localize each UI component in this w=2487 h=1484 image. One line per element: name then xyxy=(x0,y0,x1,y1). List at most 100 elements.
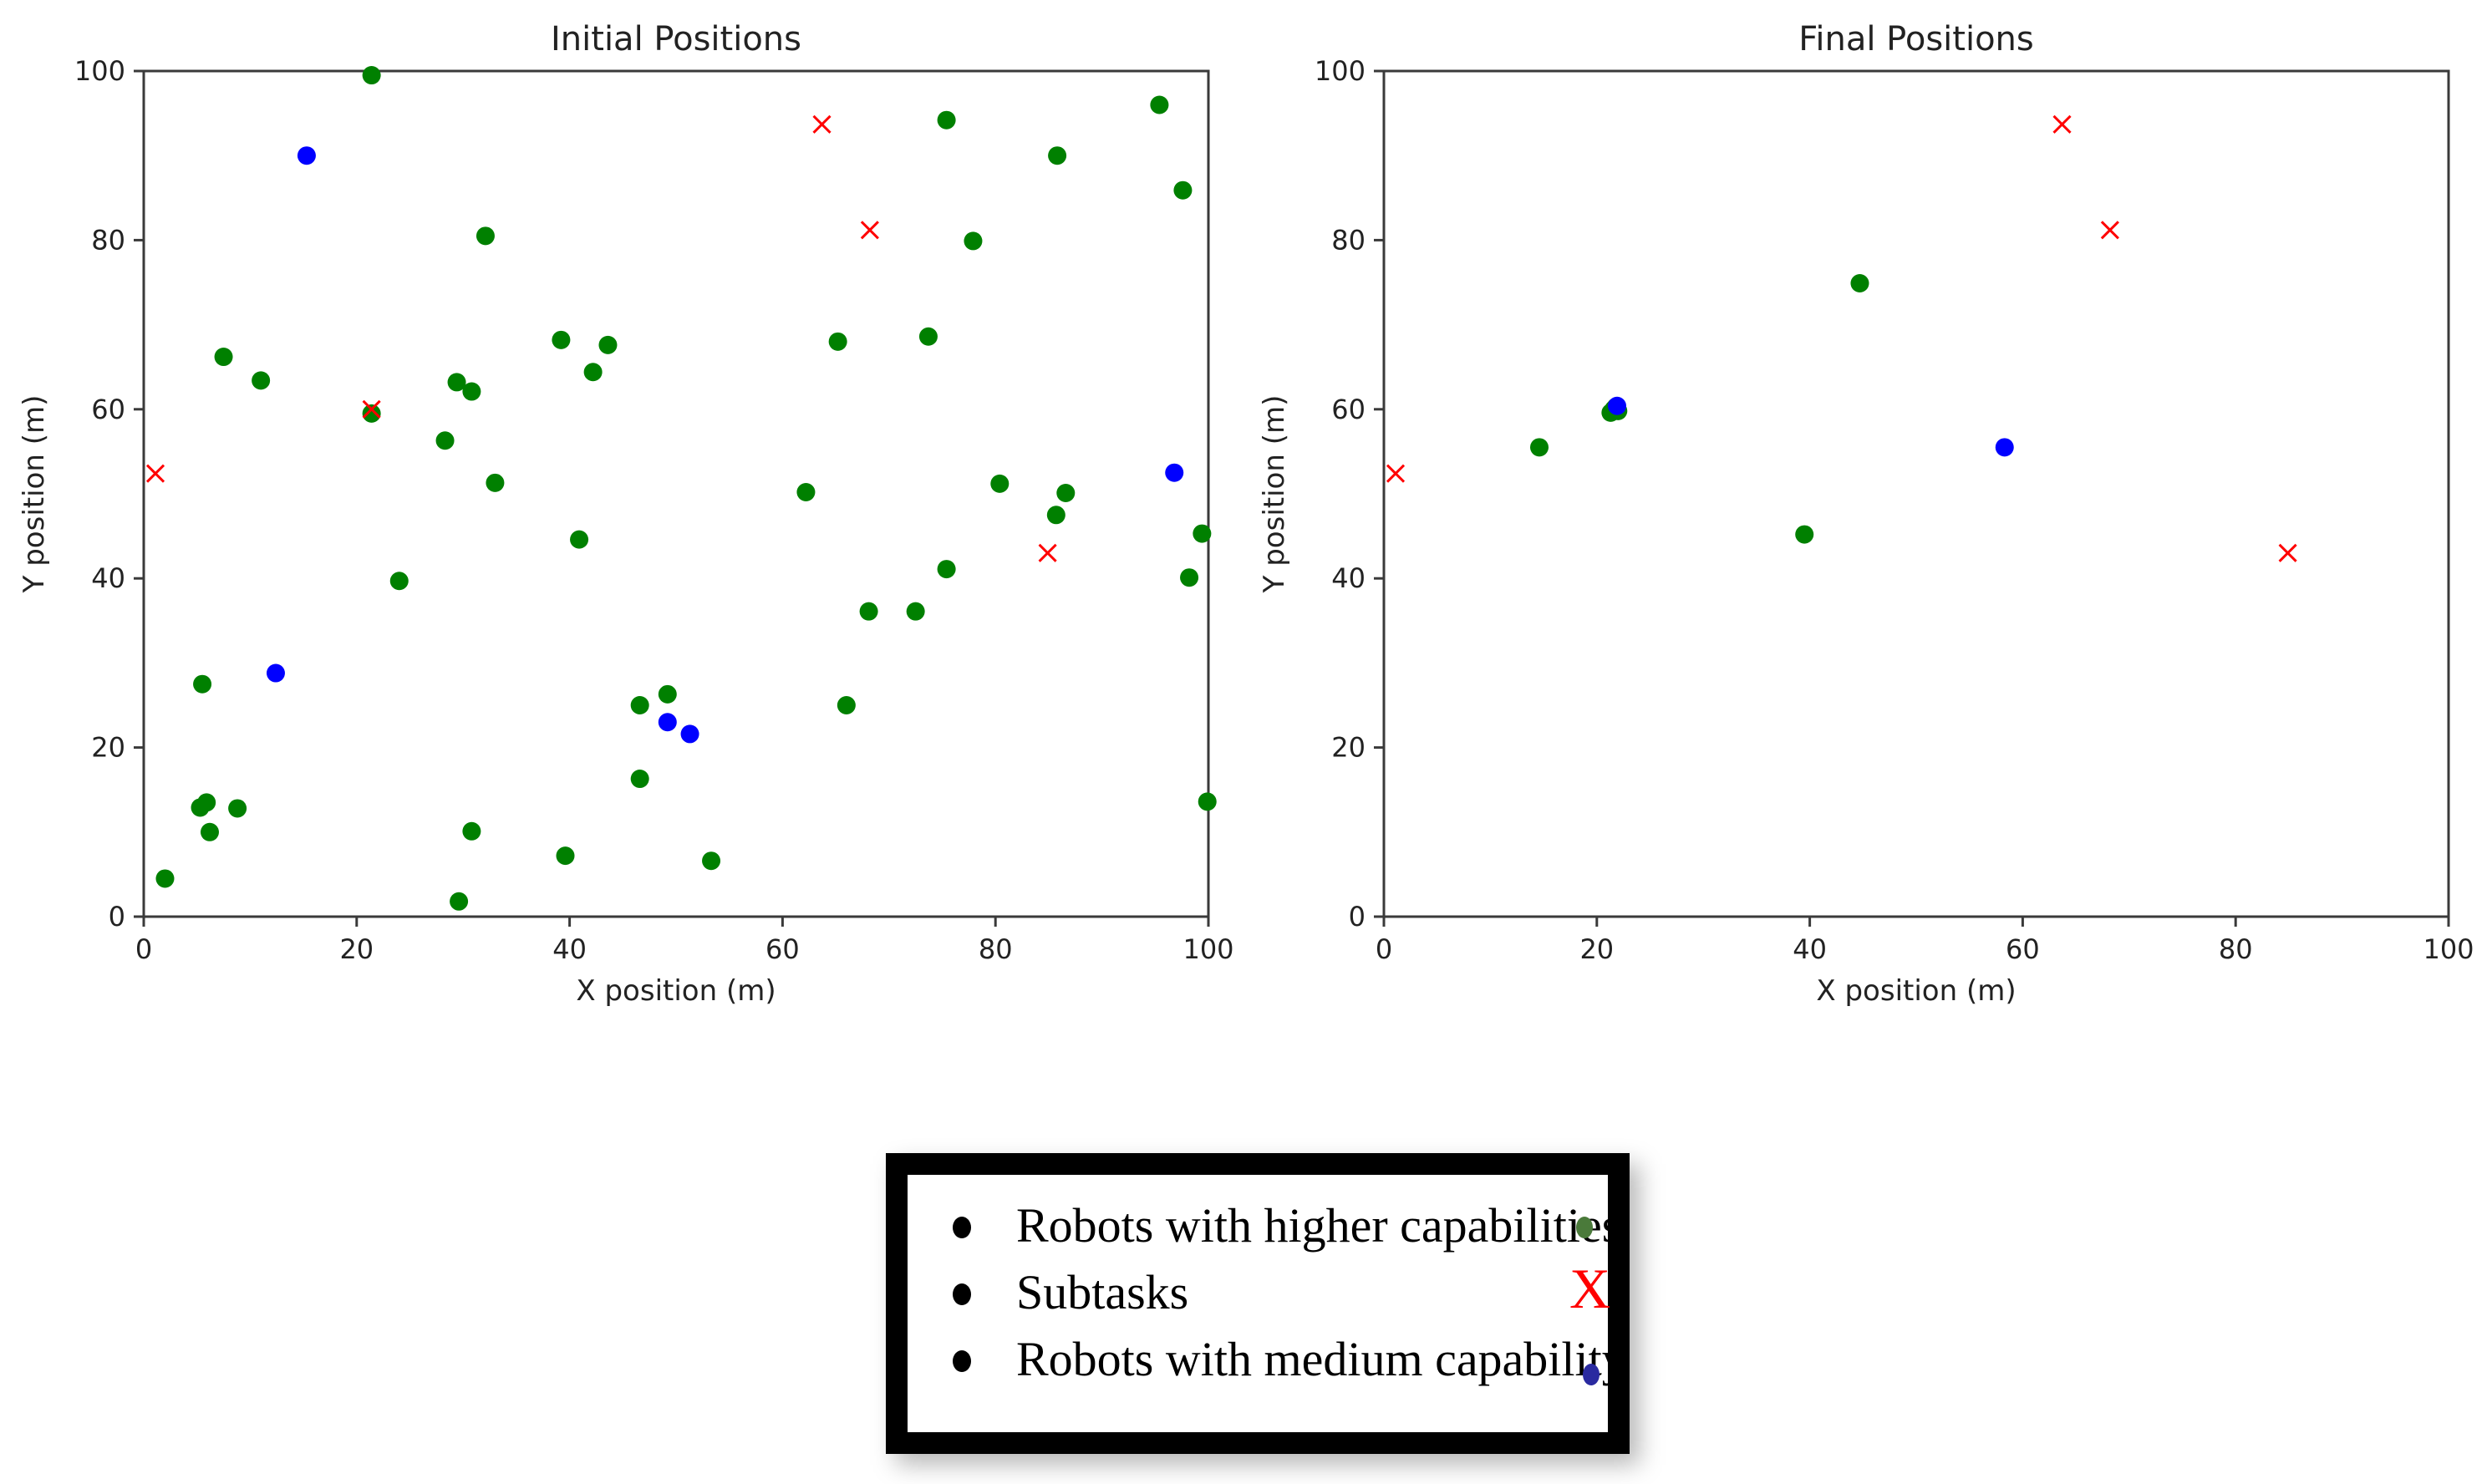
higher-capability-robot-point xyxy=(937,110,956,130)
x-tick-label: 40 xyxy=(552,933,587,965)
y-axis-label: Y position (m) xyxy=(1258,395,1291,594)
chart-title: Final Positions xyxy=(1798,20,2033,58)
higher-capability-robot-point xyxy=(362,404,381,423)
chart-title: Initial Positions xyxy=(551,20,801,58)
higher-capability-robot-point xyxy=(990,474,1010,493)
higher-capability-robot-point xyxy=(200,822,219,841)
legend-item-subtasks: Subtasks X xyxy=(908,1257,1610,1327)
higher-capability-robot-point xyxy=(1046,506,1065,525)
subtask-marker xyxy=(1038,543,1057,562)
medium-capability-robot-point xyxy=(297,146,316,165)
higher-capability-robot-point xyxy=(1198,792,1217,811)
higher-capability-robot-point xyxy=(462,821,481,841)
higher-capability-robot-point xyxy=(193,674,212,694)
higher-capability-robot-point xyxy=(552,330,571,349)
legend-item-higher-capability: Robots with higher capabilities xyxy=(908,1193,1620,1260)
higher-capability-robot-point xyxy=(1056,483,1076,502)
legend-green-dot-icon xyxy=(1576,1217,1593,1238)
y-axis-label: Y position (m) xyxy=(18,395,51,594)
x-tick-label: 60 xyxy=(765,933,800,965)
higher-capability-robot-point xyxy=(214,348,233,367)
higher-capability-robot-point xyxy=(252,371,271,390)
y-tick-label: 40 xyxy=(91,562,125,594)
legend-bullet-icon xyxy=(953,1283,971,1305)
medium-capability-robot-point xyxy=(658,713,677,732)
medium-capability-robot-point xyxy=(1165,463,1184,482)
higher-capability-robot-point xyxy=(362,66,381,85)
y-tick-label: 80 xyxy=(91,224,125,256)
y-tick-label: 40 xyxy=(1331,562,1366,594)
higher-capability-robot-point xyxy=(937,560,956,579)
y-tick-label: 100 xyxy=(74,55,125,87)
x-tick-label: 40 xyxy=(1793,933,1827,965)
x-tick-label: 0 xyxy=(1376,933,1392,965)
higher-capability-robot-point xyxy=(583,363,603,382)
higher-capability-robot-point xyxy=(658,684,677,704)
legend-bullet-icon xyxy=(953,1350,971,1372)
plot-area xyxy=(142,69,1210,918)
x-tick-label: 20 xyxy=(1579,933,1614,965)
x-tick-label: 20 xyxy=(339,933,374,965)
higher-capability-robot-point xyxy=(598,335,618,354)
x-axis-label: X position (m) xyxy=(576,974,776,1008)
y-tick-label: 60 xyxy=(1331,394,1366,425)
y-tick-label: 0 xyxy=(1349,901,1366,933)
higher-capability-robot-point xyxy=(486,473,505,492)
higher-capability-robot-point xyxy=(1180,568,1199,587)
higher-capability-robot-point xyxy=(435,431,455,450)
higher-capability-robot-point xyxy=(197,793,216,812)
y-tick-label: 60 xyxy=(91,394,125,425)
higher-capability-robot-point xyxy=(918,327,938,346)
higher-capability-robot-point xyxy=(228,799,247,818)
y-tick-label: 0 xyxy=(109,901,125,933)
legend-label-subtasks: Subtasks xyxy=(1016,1265,1189,1319)
legend-blue-dot-icon xyxy=(1583,1364,1600,1385)
subtask-marker xyxy=(145,464,165,483)
legend-bullet-icon xyxy=(953,1217,971,1238)
higher-capability-robot-point xyxy=(1530,438,1549,457)
higher-capability-robot-point xyxy=(556,846,575,866)
higher-capability-robot-point xyxy=(462,382,481,401)
higher-capability-robot-point xyxy=(1173,180,1193,200)
legend-item-medium-capability: Robots with medium capability xyxy=(908,1327,1626,1394)
x-tick-label: 80 xyxy=(979,933,1013,965)
x-tick-label: 100 xyxy=(2423,933,2474,965)
higher-capability-robot-point xyxy=(837,696,856,714)
x-tick-label: 60 xyxy=(2006,933,2040,965)
higher-capability-robot-point xyxy=(1850,274,1869,293)
higher-capability-robot-point xyxy=(906,602,925,621)
medium-capability-robot-point xyxy=(680,724,699,744)
higher-capability-robot-point xyxy=(447,373,466,392)
plot-area xyxy=(1382,69,2450,918)
initial-positions-chart: Initial Positions 0 20 40 60 80 100 0 20 40 60 80 10… xyxy=(18,20,1234,1008)
y-tick-label: 100 xyxy=(1315,55,1366,87)
legend-red-x-icon: X xyxy=(1569,1257,1611,1320)
higher-capability-robot-point xyxy=(1795,525,1814,544)
higher-capability-robot-point xyxy=(389,572,409,591)
subtask-marker xyxy=(362,399,381,419)
y-tick-label: 20 xyxy=(91,732,125,764)
higher-capability-robot-point xyxy=(155,869,175,888)
final-positions-chart: Final Positions 0 20 40 60 80 100 0 20 40 60 80 100 X… xyxy=(1258,20,2474,1008)
higher-capability-robot-point xyxy=(630,770,649,789)
medium-capability-robot-point xyxy=(1995,438,2014,457)
higher-capability-robot-point xyxy=(796,482,816,501)
higher-capability-robot-point xyxy=(828,332,847,351)
legend-box: Robots with higher capabilities Subtasks… xyxy=(886,1153,1630,1454)
higher-capability-robot-point xyxy=(1048,146,1067,165)
higher-capability-robot-point xyxy=(1193,524,1212,543)
higher-capability-robot-point xyxy=(859,602,878,621)
subtask-marker xyxy=(2052,114,2072,134)
higher-capability-robot-point xyxy=(630,696,649,714)
y-tick-label: 20 xyxy=(1331,732,1366,764)
higher-capability-robot-point xyxy=(450,892,469,911)
x-axis-label: X position (m) xyxy=(1816,974,2016,1008)
subtask-marker xyxy=(812,114,832,134)
medium-capability-robot-point xyxy=(266,663,285,683)
higher-capability-robot-point xyxy=(702,851,721,871)
subtask-marker xyxy=(860,221,879,240)
legend-label-higher-capability: Robots with higher capabilities xyxy=(1016,1198,1621,1253)
subtask-marker xyxy=(2278,543,2297,562)
higher-capability-robot-point xyxy=(476,226,495,246)
